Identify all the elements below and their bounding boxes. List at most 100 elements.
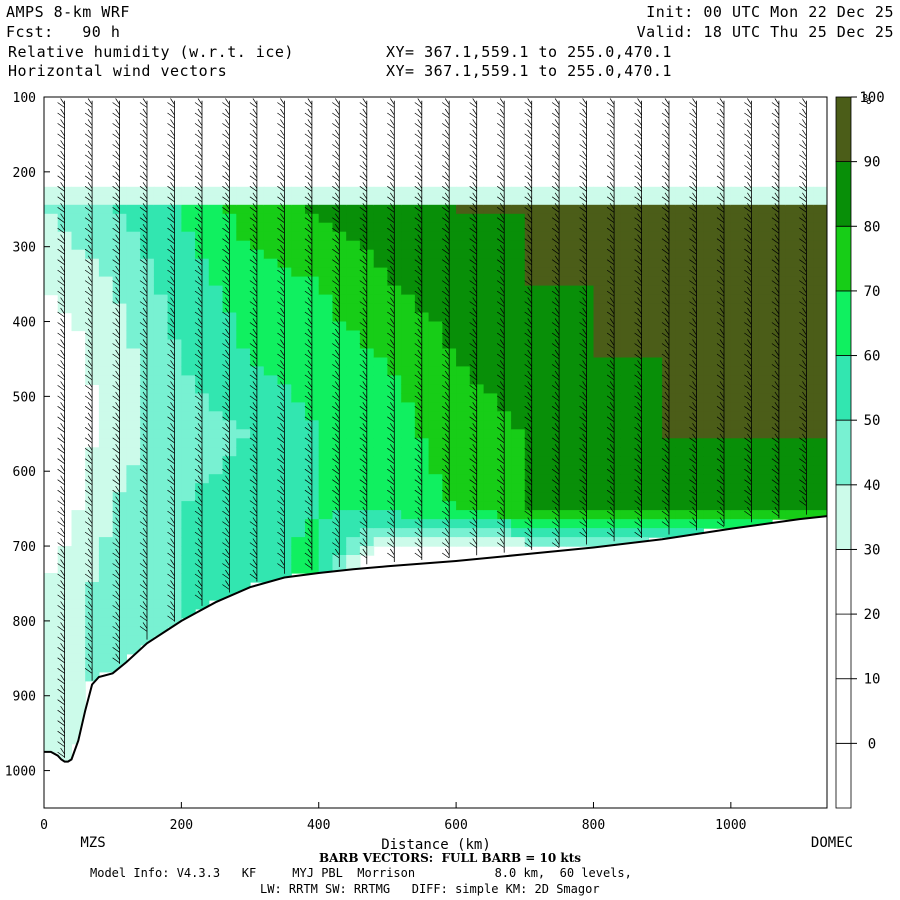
rh-cell <box>153 186 169 197</box>
rh-cell <box>730 429 746 439</box>
rh-cell <box>703 447 718 457</box>
rh-cell <box>785 231 801 242</box>
rh-cell <box>785 258 801 269</box>
x-axis-label: Distance (km) <box>381 837 491 853</box>
rh-cell <box>126 231 141 242</box>
rh-cell <box>181 582 196 592</box>
barb-feathers <box>496 98 505 548</box>
rh-cell <box>153 402 169 412</box>
rh-cell <box>538 285 553 296</box>
rh-cell <box>236 204 251 215</box>
barb-feathers <box>716 98 725 527</box>
rh-cell <box>208 393 224 403</box>
rh-cell <box>675 429 691 439</box>
rh-cell <box>291 465 306 475</box>
rh-cell <box>593 321 608 332</box>
rh-cell <box>428 375 443 385</box>
rh-cell <box>566 528 581 538</box>
rh-cell <box>236 384 251 394</box>
rh-cell <box>263 348 279 359</box>
rh-cell <box>236 303 251 314</box>
rh-cell <box>126 465 141 475</box>
rh-cell <box>566 492 581 502</box>
rh-cell <box>208 204 224 215</box>
rh-cell <box>538 375 553 385</box>
rh-cell <box>511 447 526 457</box>
barb-feathers <box>84 98 93 674</box>
rh-cell <box>236 231 251 242</box>
rh-cell <box>428 393 443 403</box>
rh-cell <box>538 519 553 529</box>
rh-cell <box>648 240 663 251</box>
rh-cell <box>675 240 691 251</box>
rh-cell <box>593 213 608 224</box>
rh-cell <box>566 276 581 287</box>
rh-cell <box>785 186 801 197</box>
rh-cell <box>813 483 827 493</box>
rh-cell <box>208 555 224 565</box>
rh-cell <box>620 492 636 502</box>
rh-cell <box>593 420 608 430</box>
rh-cell <box>181 321 196 332</box>
rh-cell <box>511 276 526 287</box>
rh-cell <box>511 348 526 359</box>
rh-cell <box>208 231 224 242</box>
rh-cell <box>675 447 691 457</box>
rh-cell <box>346 456 361 466</box>
colorbar-swatch <box>835 549 852 615</box>
rh-cell <box>758 303 773 314</box>
rh-cell <box>181 420 196 430</box>
rh-cell <box>675 195 691 206</box>
barb-feathers <box>606 98 615 538</box>
rh-cell <box>428 465 443 475</box>
rh-cell <box>456 492 471 502</box>
rh-cell <box>208 564 224 574</box>
x-tick-label: 800 <box>582 818 605 833</box>
rh-cell <box>98 635 114 646</box>
y-tick-label: 900 <box>13 690 36 705</box>
rh-cell <box>236 465 251 475</box>
rh-cell <box>675 384 691 394</box>
rh-cell <box>620 231 636 242</box>
rh-cell <box>730 501 746 511</box>
rh-cell <box>71 294 86 305</box>
rh-cell <box>153 420 169 430</box>
rh-cell <box>483 510 498 520</box>
rh-cell <box>373 240 388 251</box>
rh-cell <box>181 339 196 350</box>
rh-cell <box>428 510 443 520</box>
field-name-rh: Relative humidity (w.r.t. ice) <box>8 43 294 61</box>
rh-cell <box>428 519 443 529</box>
rh-cell <box>620 528 636 538</box>
rh-cell <box>291 483 306 493</box>
colorbar-swatch <box>835 743 852 809</box>
rh-cell <box>675 303 691 314</box>
rh-cell <box>346 267 361 278</box>
rh-cell <box>263 258 279 269</box>
left-endpoint-label: MZS <box>80 835 105 851</box>
rh-cell <box>593 492 608 502</box>
rh-cell <box>318 384 333 394</box>
rh-cell <box>263 267 279 278</box>
rh-cell <box>483 186 498 197</box>
rh-cell <box>126 402 141 412</box>
rh-cell <box>511 285 526 296</box>
rh-cell <box>648 510 663 520</box>
rh-cell <box>71 186 86 197</box>
rh-cell <box>291 537 306 547</box>
rh-cell <box>511 456 526 466</box>
rh-cell <box>71 626 86 637</box>
rh-cell <box>620 249 636 260</box>
rh-cell <box>263 402 279 412</box>
rh-cell <box>181 366 196 376</box>
rh-cell <box>126 240 141 251</box>
rh-cell <box>44 249 59 260</box>
rh-cell <box>428 528 443 538</box>
rh-cell <box>291 357 306 368</box>
rh-cell <box>785 222 801 233</box>
rh-cell <box>703 204 718 215</box>
rh-cell <box>126 195 141 206</box>
model-info: Model Info: V4.3.3 KF MYJ PBL Morrison 8… <box>90 866 632 880</box>
rh-cell <box>346 420 361 430</box>
rh-cell <box>291 519 306 529</box>
